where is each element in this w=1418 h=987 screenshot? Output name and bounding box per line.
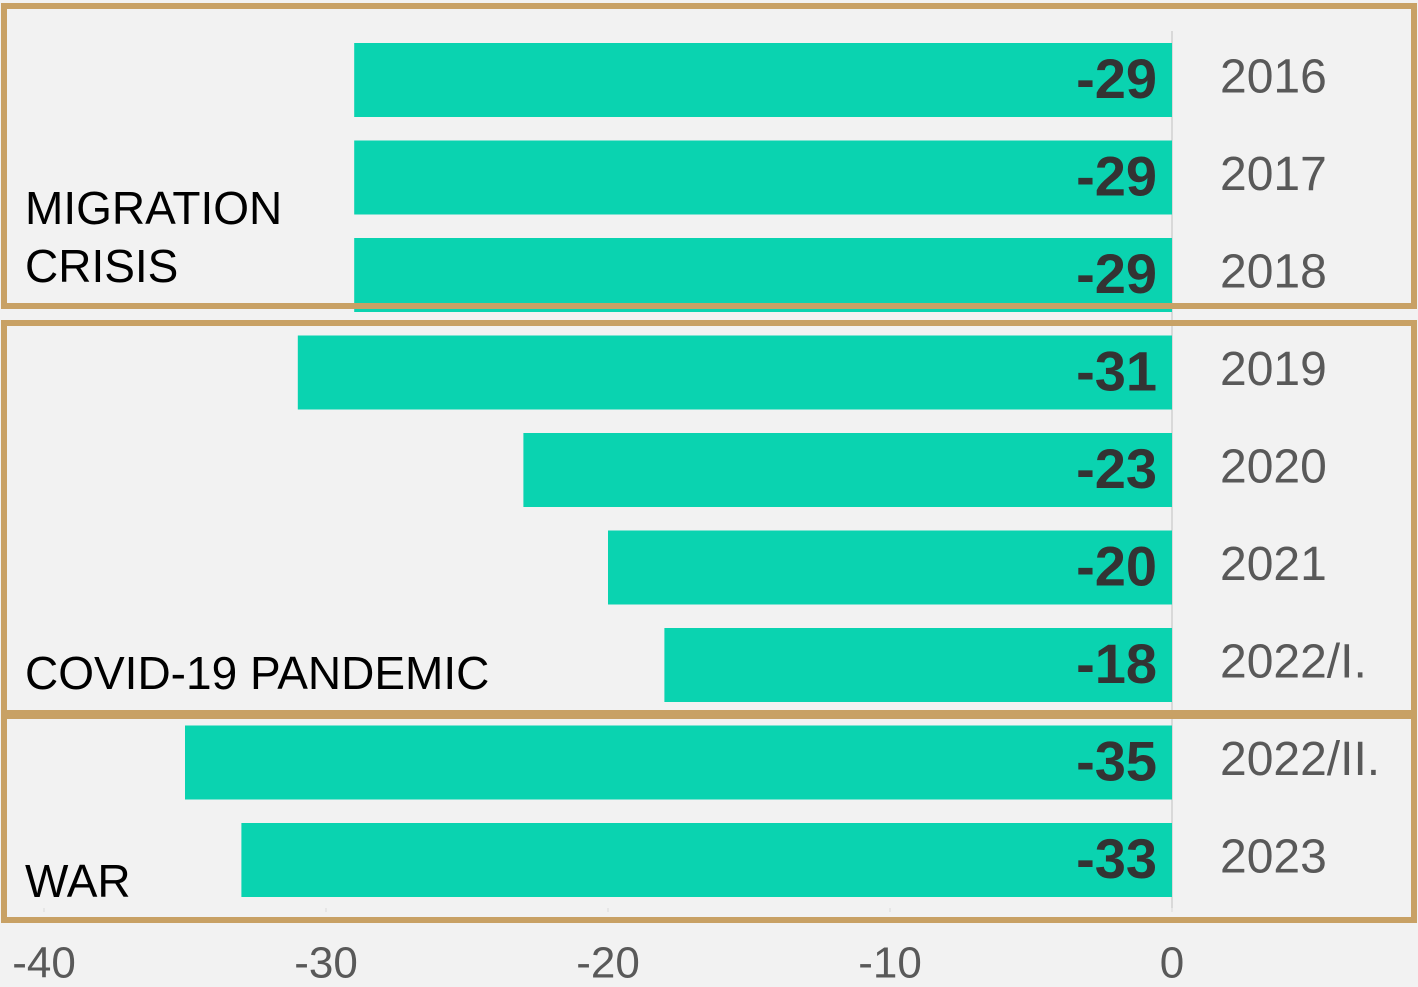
- value-label: -23: [1076, 437, 1157, 500]
- x-tick-label: 0: [1160, 939, 1184, 987]
- bar: [297, 335, 1172, 410]
- bar: [354, 140, 1172, 215]
- y-tick-label: 2022/I.: [1220, 636, 1367, 689]
- bar: [608, 530, 1172, 605]
- value-label: -31: [1076, 339, 1157, 402]
- bar: [354, 238, 1172, 312]
- bar: [185, 725, 1172, 800]
- value-label: -35: [1076, 729, 1157, 792]
- group-box: [1, 3, 1417, 309]
- group-label: WAR: [25, 855, 131, 907]
- x-tick-label: -20: [576, 939, 640, 987]
- bar: [523, 433, 1172, 507]
- y-tick-label: 2016: [1220, 51, 1327, 104]
- bar: [241, 823, 1172, 897]
- group-label: COVID-19 PANDEMIC: [25, 647, 489, 699]
- y-tick-label: 2019: [1220, 343, 1327, 396]
- y-tick-label: 2020: [1220, 441, 1327, 494]
- group-label: CRISIS: [25, 240, 178, 292]
- value-label: -20: [1076, 534, 1157, 597]
- x-tick-label: -40: [12, 939, 76, 987]
- y-tick-label: 2022/II.: [1220, 733, 1380, 786]
- y-tick-label: 2017: [1220, 148, 1327, 201]
- bar: [664, 628, 1172, 702]
- value-label: -29: [1076, 242, 1157, 305]
- y-tick-label: 2018: [1220, 246, 1327, 299]
- bar: [354, 43, 1172, 117]
- x-tick-label: -30: [294, 939, 358, 987]
- value-label: -29: [1076, 144, 1157, 207]
- group-label: MIGRATION: [25, 182, 282, 234]
- value-label: -29: [1076, 47, 1157, 110]
- y-tick-label: 2021: [1220, 538, 1327, 591]
- x-tick-label: -10: [858, 939, 922, 987]
- group-box: [1, 713, 1417, 923]
- y-tick-label: 2023: [1220, 831, 1327, 884]
- value-label: -33: [1076, 827, 1157, 890]
- value-label: -18: [1076, 632, 1157, 695]
